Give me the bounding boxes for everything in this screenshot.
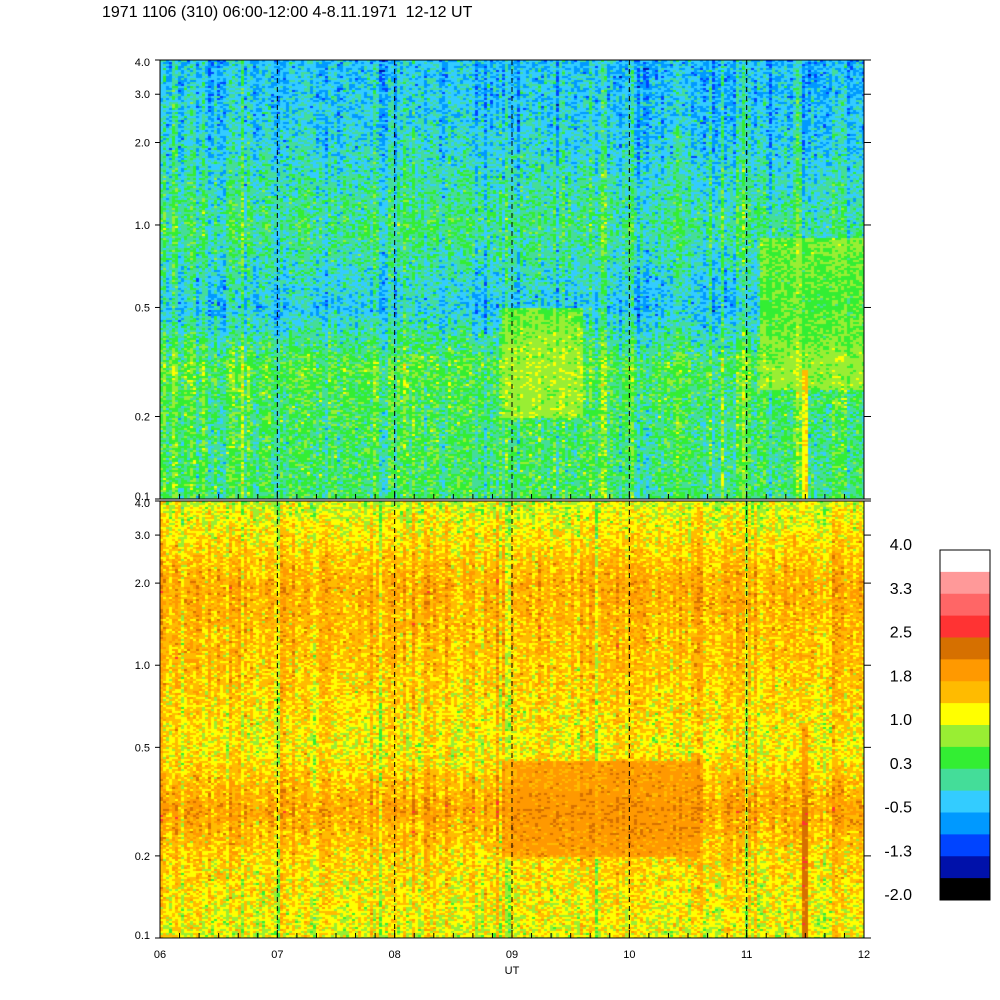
- colorbar-swatch: [940, 637, 990, 660]
- colorbar-tick-label: 2.5: [890, 625, 912, 642]
- colorbar-swatch: [940, 790, 990, 813]
- colorbar-tick-label: 0.3: [890, 756, 912, 773]
- colorbar-frame: [939, 549, 991, 901]
- y-tick-label: 0.5: [135, 302, 150, 314]
- colorbar-tick-label: -0.5: [884, 800, 912, 817]
- colorbar-swatch: [940, 834, 990, 857]
- colorbar-swatch: [940, 878, 990, 901]
- colorbar-swatch: [940, 746, 990, 770]
- colorbar-swatch: [940, 593, 990, 617]
- y-tick-label: 4.0: [135, 498, 150, 510]
- colorbar-swatch: [940, 615, 990, 638]
- colorbar-tick-label: 3.3: [890, 581, 912, 598]
- colorbar-tick-label: -1.3: [884, 843, 912, 860]
- x-axis: 06 07 08 09 10 11 12 UT: [154, 949, 870, 977]
- top-spectrogram-panel: 0.1 0.2 0.5 1.0 2.0 3.0 4.0: [135, 57, 871, 503]
- colorbar-swatch: [940, 550, 990, 573]
- x-tick-label: 08: [389, 949, 401, 961]
- x-tick-label: 11: [741, 949, 752, 961]
- colorbar-swatch: [940, 571, 990, 595]
- colorbar-swatch: [940, 812, 990, 835]
- color-scale-bar: 4.0 3.3 2.5 1.8 1.0 0.3 -0.5 -1.3 -2.0: [884, 537, 991, 904]
- colorbar-tick-label: -2.0: [884, 887, 912, 904]
- colorbar-swatch: [940, 856, 990, 879]
- x-tick-label: 12: [858, 949, 870, 961]
- colorbar-swatch: [940, 725, 990, 748]
- bottom-spectrogram-panel: 0.1 0.2 0.5 1.0 2.0 3.0 4.0: [135, 498, 871, 942]
- colorbar-tick-label: 1.0: [890, 712, 912, 729]
- y-tick-label: 3.0: [135, 530, 150, 542]
- y-tick-label: 1.0: [135, 660, 150, 672]
- y-tick-label: 3.0: [135, 89, 150, 101]
- colorbar-tick-label: 1.8: [890, 668, 912, 685]
- chart-title: 1971 1106 (310) 06:00-12:00 4-8.11.1971 …: [102, 4, 473, 21]
- x-tick-label: 10: [623, 949, 635, 961]
- x-tick-label: 07: [271, 949, 283, 961]
- colorbar-tick-label: 4.0: [890, 537, 912, 554]
- y-tick-label: 0.2: [135, 412, 150, 424]
- y-tick-label: 0.5: [135, 742, 150, 754]
- colorbar-swatch: [940, 768, 990, 792]
- colorbar-swatch: [940, 659, 990, 682]
- x-tick-label: 09: [506, 949, 518, 961]
- y-tick-label: 1.0: [135, 220, 150, 232]
- x-tick-label: 06: [154, 949, 166, 961]
- y-tick-label: 0.1: [135, 930, 150, 942]
- y-tick-label: 4.0: [135, 57, 150, 69]
- colorbar-swatch: [940, 681, 990, 704]
- y-tick-label: 0.2: [135, 851, 150, 863]
- y-tick-label: 2.0: [135, 578, 150, 590]
- x-axis-label: UT: [505, 965, 520, 977]
- y-tick-label: 2.0: [135, 137, 150, 149]
- y-tick-label: 0.1: [135, 491, 150, 503]
- colorbar-swatch: [940, 703, 990, 726]
